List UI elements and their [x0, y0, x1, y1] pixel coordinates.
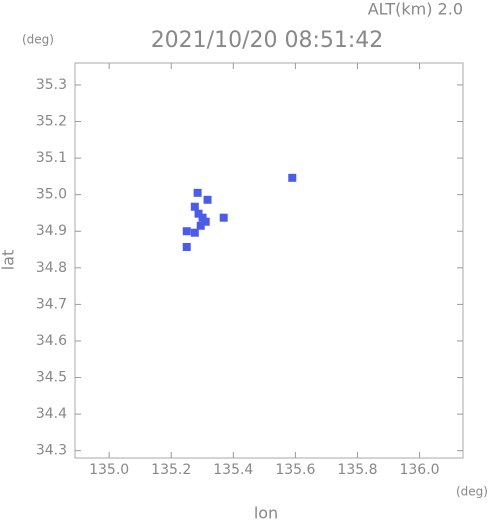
x-unit: (deg) — [456, 485, 488, 499]
y-tick-label: 35.3 — [36, 77, 67, 93]
x-axis-label: lon — [254, 504, 278, 522]
echo-cell — [194, 209, 203, 218]
x-tick-label: 135.8 — [337, 462, 377, 478]
echo-cell — [198, 213, 207, 222]
x-tick-label: 135.2 — [151, 462, 191, 478]
y-tick-label: 34.7 — [36, 296, 67, 312]
y-tick-label: 35.1 — [36, 150, 67, 166]
echo-cell — [219, 213, 228, 222]
plot-frame — [74, 62, 464, 459]
echo-cell — [182, 227, 191, 236]
chart-title: 2021/10/20 08:51:42 — [151, 28, 384, 53]
y-tick-label: 34.4 — [36, 406, 67, 422]
echo-cell — [203, 195, 212, 204]
altitude-label: ALT(km) 2.0 — [368, 0, 463, 19]
x-tick-label: 135.4 — [213, 462, 253, 478]
echo-cell — [196, 221, 205, 230]
y-axis-label: lat — [0, 250, 18, 271]
x-tick-label: 136.0 — [399, 462, 439, 478]
y-tick-label: 34.6 — [36, 333, 67, 349]
echo-cell — [193, 188, 202, 197]
y-tick-label: 34.8 — [36, 260, 67, 276]
y-tick-label: 34.9 — [36, 223, 67, 239]
echo-cell — [288, 173, 297, 182]
y-tick-label: 35.0 — [36, 187, 67, 203]
y-tick-label: 34.5 — [36, 370, 67, 386]
echo-cell — [190, 202, 199, 211]
echo-cell — [182, 242, 191, 251]
echo-cell — [190, 228, 199, 237]
y-tick-label: 34.3 — [36, 443, 67, 459]
echo-cell — [201, 217, 210, 226]
y-tick-label: 35.2 — [36, 114, 67, 130]
y-unit: (deg) — [22, 33, 54, 47]
x-tick-label: 135.0 — [89, 462, 129, 478]
x-tick-label: 135.6 — [275, 462, 315, 478]
